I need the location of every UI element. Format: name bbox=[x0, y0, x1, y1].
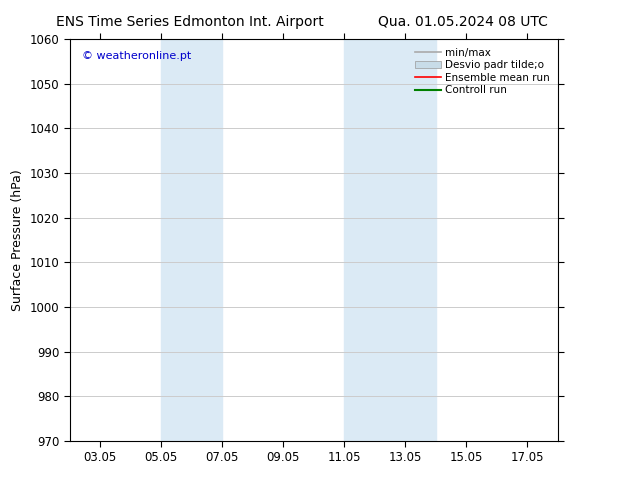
Bar bbox=[161, 39, 223, 441]
Text: ENS Time Series Edmonton Int. Airport: ENS Time Series Edmonton Int. Airport bbox=[56, 15, 324, 29]
Bar bbox=[390, 39, 436, 441]
Text: © weatheronline.pt: © weatheronline.pt bbox=[82, 51, 191, 61]
Bar bbox=[344, 39, 390, 441]
Text: Qua. 01.05.2024 08 UTC: Qua. 01.05.2024 08 UTC bbox=[378, 15, 548, 29]
Legend: min/max, Desvio padr tilde;o, Ensemble mean run, Controll run: min/max, Desvio padr tilde;o, Ensemble m… bbox=[411, 45, 553, 98]
Y-axis label: Surface Pressure (hPa): Surface Pressure (hPa) bbox=[11, 169, 24, 311]
